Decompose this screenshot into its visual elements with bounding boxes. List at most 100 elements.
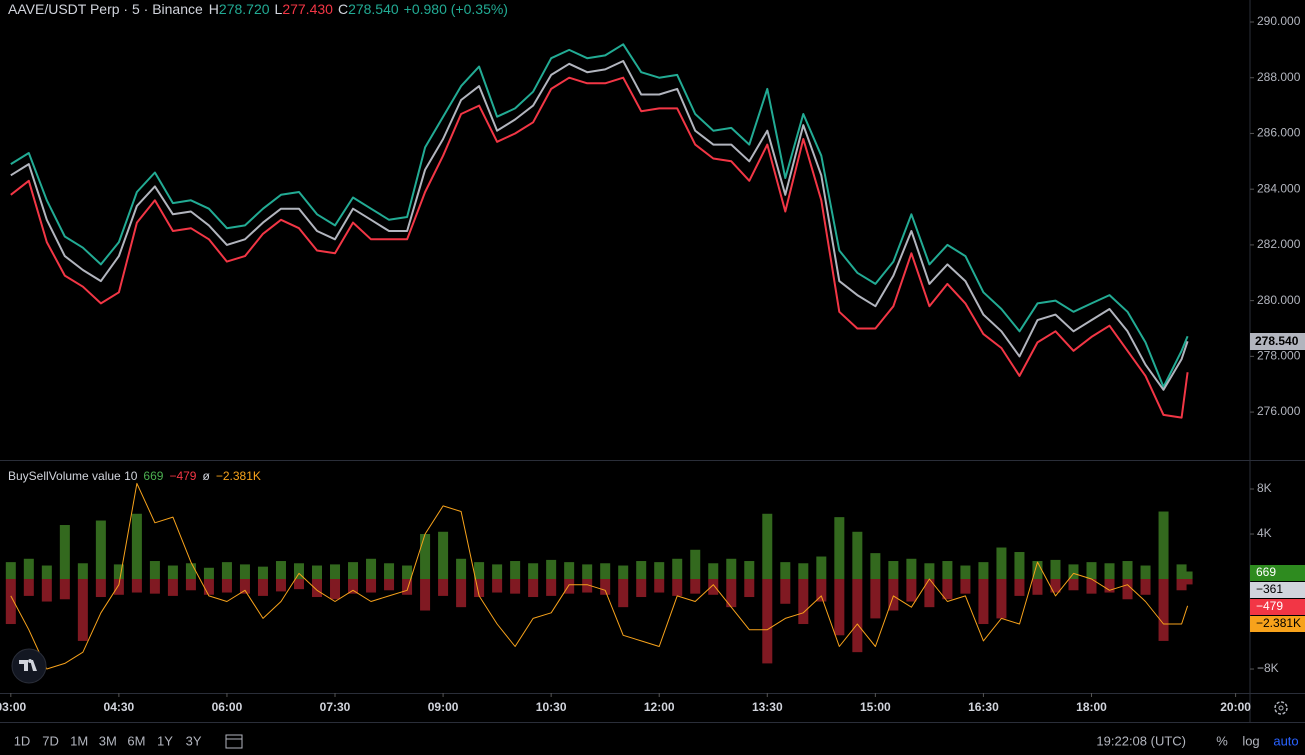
volume-bar xyxy=(167,565,178,580)
volume-bar xyxy=(1086,562,1097,580)
volume-bar xyxy=(23,558,34,580)
y-tick-label: 278.000 xyxy=(1257,349,1301,363)
volume-bar xyxy=(1104,579,1115,593)
volume-bar xyxy=(834,579,845,636)
volume-bar xyxy=(5,579,16,625)
volume-bar xyxy=(1050,559,1061,580)
volume-bar xyxy=(239,579,250,594)
volume-bar xyxy=(996,579,1007,619)
volume-bar xyxy=(402,565,413,580)
volume-bar xyxy=(1140,565,1151,580)
volume-bar xyxy=(762,579,773,664)
volume-bar xyxy=(384,579,395,591)
legend-sep: ø xyxy=(202,469,210,483)
volume-bar xyxy=(870,553,881,580)
volume-bar xyxy=(510,579,521,594)
legend-key: L xyxy=(275,1,283,17)
y-tick-label: 276.000 xyxy=(1257,404,1301,418)
volume-bar xyxy=(5,562,16,580)
volume-bar xyxy=(149,579,160,594)
value-tag: −479 xyxy=(1256,599,1283,613)
date-range-icon[interactable] xyxy=(225,734,243,749)
volume-bar xyxy=(167,579,178,596)
series-line xyxy=(10,43,1189,388)
x-tick-label: 16:30 xyxy=(968,700,999,714)
y-tick-label: 290.000 xyxy=(1257,14,1301,28)
range-button[interactable]: 1Y xyxy=(157,733,173,748)
legend-value: 278.720 xyxy=(219,1,270,17)
volume-bar xyxy=(420,534,431,580)
volume-bar xyxy=(852,531,863,580)
volume-bar xyxy=(438,531,449,580)
volume-bar xyxy=(1050,579,1061,593)
volume-bar xyxy=(185,579,196,591)
volume-bar xyxy=(330,579,341,600)
y-tick-label: 8K xyxy=(1257,481,1272,495)
range-button[interactable]: 1D xyxy=(14,733,31,748)
volume-bar xyxy=(564,579,575,594)
volume-bar xyxy=(1182,571,1193,580)
volume-bar xyxy=(888,579,899,611)
symbol: AAVE/USDT Perp · 5 · Binance xyxy=(8,1,203,17)
range-button[interactable]: 3M xyxy=(99,733,117,748)
volume-bar xyxy=(906,558,917,580)
volume-bar xyxy=(1140,579,1151,595)
gear-hub xyxy=(1278,705,1284,711)
volume-bar xyxy=(744,579,755,598)
series-line xyxy=(10,76,1189,419)
volume-bar xyxy=(1104,563,1115,580)
volume-bar xyxy=(330,564,341,580)
volume-bar xyxy=(1182,579,1193,585)
volume-bar xyxy=(239,564,250,580)
volume-bar xyxy=(546,579,557,596)
volume-bar xyxy=(185,563,196,580)
range-button[interactable]: 3Y xyxy=(186,733,202,748)
y-tick-label: 280.000 xyxy=(1257,293,1301,307)
volume-bar xyxy=(852,579,863,653)
volume-bar xyxy=(95,579,106,598)
x-tick-label: 09:00 xyxy=(428,700,459,714)
logo[interactable] xyxy=(11,648,47,684)
volume-bar xyxy=(402,579,413,595)
volume-bar xyxy=(672,579,683,596)
volume-bar xyxy=(41,565,52,580)
volume-bar xyxy=(726,579,737,608)
x-tick-label: 20:00 xyxy=(1220,700,1251,714)
volume-bar xyxy=(1176,564,1187,580)
volume-bar xyxy=(942,579,953,600)
volume-bar xyxy=(816,579,827,602)
volume-bar xyxy=(1014,579,1025,596)
series-line xyxy=(10,60,1189,391)
volume-bar xyxy=(312,579,323,598)
legend-value: 669 xyxy=(143,469,163,483)
price-legend: AAVE/USDT Perp · 5 · Binance H278.720 L277… xyxy=(8,1,508,17)
volume-bar xyxy=(113,564,124,580)
x-tick-label: 15:00 xyxy=(860,700,891,714)
percent-toggle[interactable]: % xyxy=(1216,733,1228,748)
x-tick-label: 13:30 xyxy=(752,700,783,714)
volume-bar xyxy=(257,566,268,580)
volume-bar xyxy=(1068,579,1079,591)
range-button[interactable]: 6M xyxy=(127,733,145,748)
volume-bar xyxy=(348,562,359,580)
x-tick-label: 18:00 xyxy=(1076,700,1107,714)
y-tick-label: 288.000 xyxy=(1257,70,1301,84)
range-button[interactable]: 7D xyxy=(42,733,59,748)
range-button[interactable]: 1M xyxy=(70,733,88,748)
volume-bar xyxy=(942,561,953,580)
settings-button[interactable] xyxy=(1274,701,1288,715)
volume-bar xyxy=(924,579,935,608)
volume-bar xyxy=(1014,552,1025,580)
volume-bar xyxy=(1122,579,1133,600)
price-tag: 278.540 xyxy=(1255,334,1299,348)
volume-bar xyxy=(744,561,755,580)
volume-bar xyxy=(564,562,575,580)
auto-toggle[interactable]: auto xyxy=(1273,733,1298,748)
log-toggle[interactable]: log xyxy=(1242,733,1259,748)
volume-bar xyxy=(131,513,142,580)
volume-bar xyxy=(600,579,611,595)
volume-bar xyxy=(221,562,232,580)
y-tick-label: −8K xyxy=(1257,661,1279,675)
volume-bar xyxy=(690,549,701,580)
series-line xyxy=(10,482,1189,670)
